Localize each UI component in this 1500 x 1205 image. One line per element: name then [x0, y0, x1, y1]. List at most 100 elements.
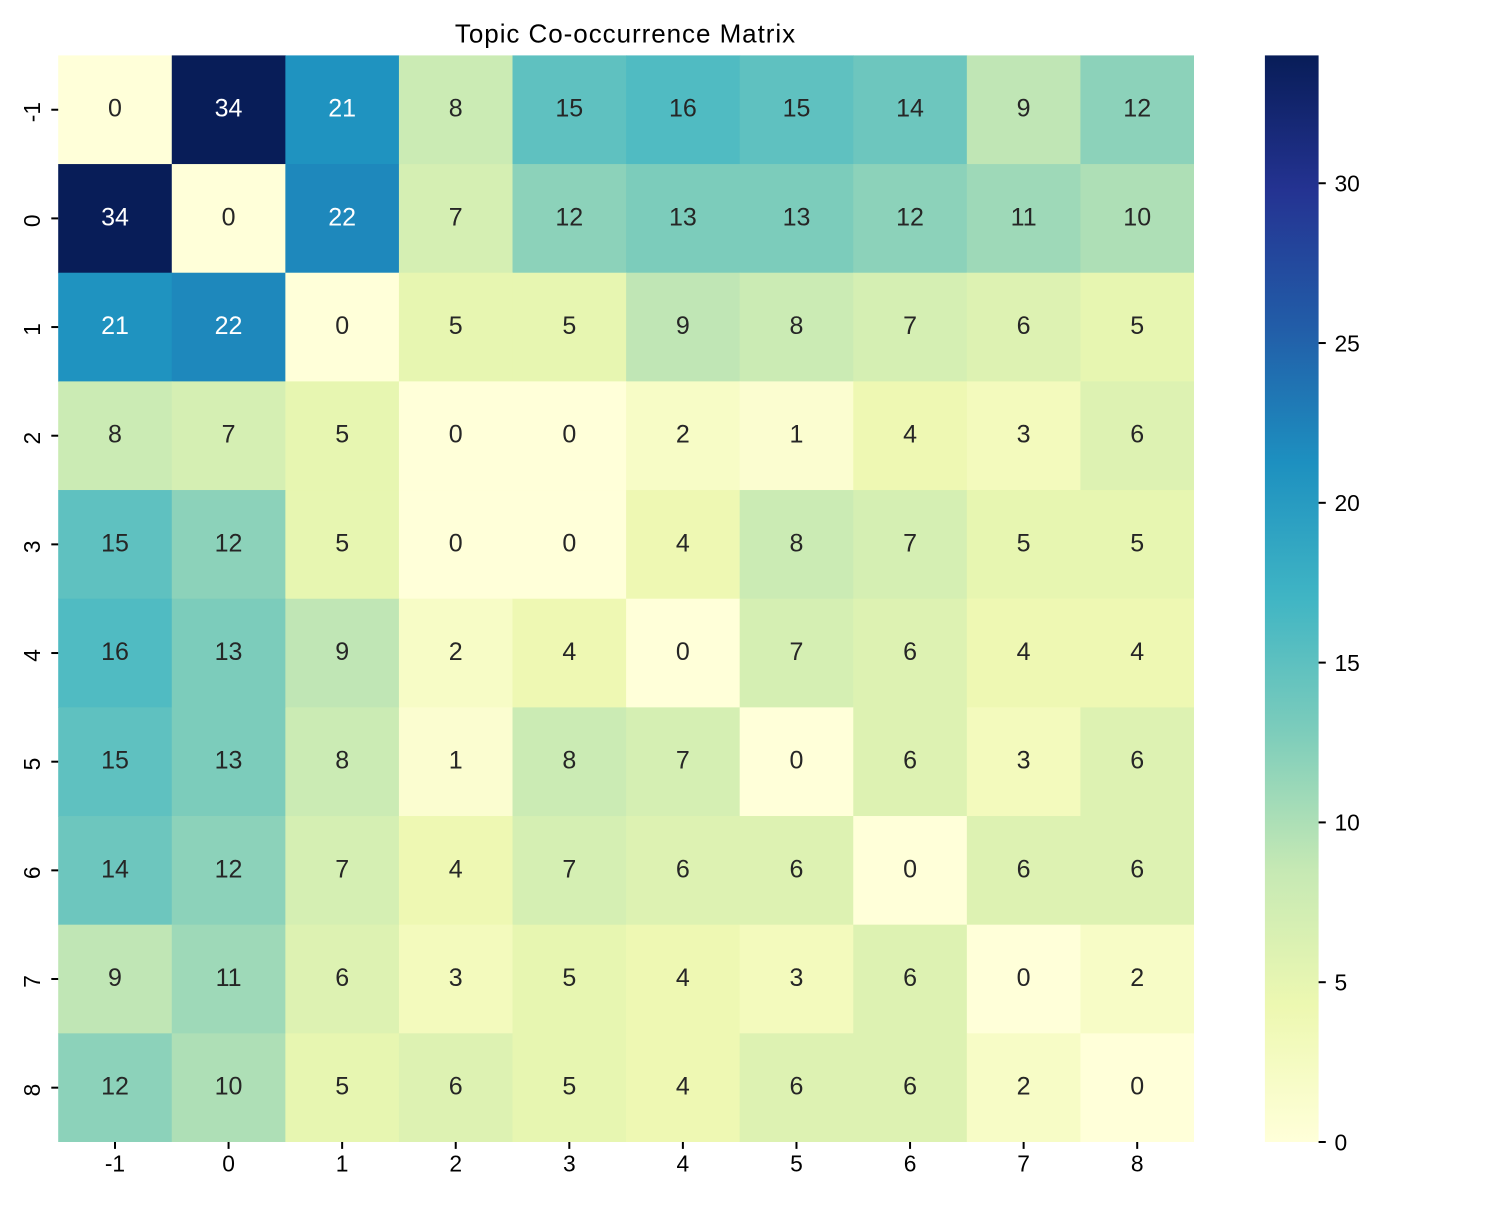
svg-text:6: 6: [903, 747, 917, 775]
svg-text:7: 7: [790, 638, 804, 666]
svg-text:2: 2: [449, 1151, 462, 1177]
svg-text:22: 22: [328, 203, 356, 231]
svg-text:5: 5: [335, 529, 349, 557]
svg-text:10: 10: [215, 1073, 243, 1101]
svg-text:8: 8: [790, 529, 804, 557]
svg-text:5: 5: [449, 312, 463, 340]
svg-text:6: 6: [676, 855, 690, 883]
svg-text:3: 3: [1017, 421, 1031, 449]
svg-text:20: 20: [1335, 490, 1360, 516]
svg-text:2: 2: [449, 638, 463, 666]
svg-text:11: 11: [216, 964, 242, 992]
svg-text:15: 15: [101, 529, 129, 557]
svg-text:0: 0: [449, 529, 463, 557]
svg-text:5: 5: [562, 964, 576, 992]
svg-text:-1: -1: [105, 1151, 125, 1177]
svg-text:9: 9: [676, 312, 690, 340]
svg-text:15: 15: [101, 747, 129, 775]
svg-text:10: 10: [1123, 203, 1151, 231]
svg-text:2: 2: [19, 432, 45, 445]
svg-text:6: 6: [1130, 747, 1144, 775]
svg-text:7: 7: [335, 855, 349, 883]
svg-text:4: 4: [19, 649, 45, 662]
svg-text:7: 7: [449, 203, 463, 231]
svg-text:8: 8: [1131, 1151, 1144, 1177]
svg-text:3: 3: [449, 964, 463, 992]
svg-text:4: 4: [677, 1151, 690, 1177]
svg-text:9: 9: [335, 638, 349, 666]
svg-text:0: 0: [222, 1151, 235, 1177]
svg-text:5: 5: [335, 1073, 349, 1101]
svg-text:7: 7: [676, 747, 690, 775]
svg-text:1: 1: [790, 421, 804, 449]
svg-text:2: 2: [676, 421, 690, 449]
svg-text:8: 8: [790, 312, 804, 340]
svg-text:-1: -1: [19, 102, 45, 122]
svg-text:4: 4: [1130, 638, 1144, 666]
svg-text:7: 7: [903, 529, 917, 557]
svg-text:7: 7: [19, 975, 45, 988]
svg-text:6: 6: [1017, 312, 1031, 340]
svg-text:5: 5: [1130, 529, 1144, 557]
svg-text:5: 5: [562, 1073, 576, 1101]
svg-text:12: 12: [101, 1073, 129, 1101]
svg-text:14: 14: [101, 855, 129, 883]
svg-text:6: 6: [903, 638, 917, 666]
svg-text:13: 13: [215, 747, 243, 775]
svg-text:6: 6: [790, 855, 804, 883]
svg-text:4: 4: [676, 529, 690, 557]
svg-text:1: 1: [19, 323, 45, 336]
svg-text:8: 8: [449, 95, 463, 123]
svg-text:1: 1: [336, 1151, 349, 1177]
svg-text:0: 0: [1017, 964, 1031, 992]
svg-text:6: 6: [790, 1073, 804, 1101]
svg-text:2: 2: [1130, 964, 1144, 992]
svg-text:12: 12: [215, 529, 243, 557]
svg-text:1: 1: [449, 747, 463, 775]
svg-text:5: 5: [562, 312, 576, 340]
svg-text:12: 12: [215, 855, 243, 883]
svg-text:7: 7: [222, 421, 236, 449]
svg-text:21: 21: [101, 312, 129, 340]
svg-text:3: 3: [563, 1151, 576, 1177]
svg-text:15: 15: [783, 95, 811, 123]
svg-text:15: 15: [555, 95, 583, 123]
svg-text:21: 21: [328, 95, 356, 123]
svg-text:0: 0: [1130, 1073, 1144, 1101]
svg-text:13: 13: [669, 203, 697, 231]
svg-text:0: 0: [562, 529, 576, 557]
svg-text:3: 3: [1017, 747, 1031, 775]
svg-text:4: 4: [449, 855, 463, 883]
svg-text:6: 6: [1130, 855, 1144, 883]
svg-text:11: 11: [1011, 203, 1037, 231]
svg-text:6: 6: [903, 1073, 917, 1101]
svg-text:6: 6: [904, 1151, 917, 1177]
svg-text:9: 9: [108, 964, 122, 992]
svg-text:12: 12: [555, 203, 583, 231]
svg-text:14: 14: [896, 95, 924, 123]
svg-text:6: 6: [1017, 855, 1031, 883]
svg-text:0: 0: [903, 855, 917, 883]
svg-text:34: 34: [215, 95, 243, 123]
svg-text:13: 13: [783, 203, 811, 231]
svg-text:10: 10: [1335, 810, 1360, 836]
svg-text:25: 25: [1335, 330, 1360, 356]
svg-text:0: 0: [108, 95, 122, 123]
svg-text:0: 0: [676, 638, 690, 666]
svg-text:0: 0: [222, 203, 236, 231]
svg-text:6: 6: [335, 964, 349, 992]
svg-text:5: 5: [790, 1151, 803, 1177]
svg-text:8: 8: [108, 421, 122, 449]
svg-text:0: 0: [1335, 1129, 1348, 1155]
svg-text:5: 5: [1130, 312, 1144, 340]
svg-text:3: 3: [790, 964, 804, 992]
svg-text:Topic Co-occurrence Matrix: Topic Co-occurrence Matrix: [455, 19, 796, 49]
svg-text:3: 3: [19, 540, 45, 553]
svg-text:15: 15: [1335, 650, 1360, 676]
svg-text:7: 7: [562, 855, 576, 883]
svg-text:6: 6: [903, 964, 917, 992]
svg-text:0: 0: [19, 214, 45, 227]
svg-text:12: 12: [1123, 95, 1151, 123]
svg-text:4: 4: [676, 1073, 690, 1101]
svg-text:9: 9: [1017, 95, 1031, 123]
